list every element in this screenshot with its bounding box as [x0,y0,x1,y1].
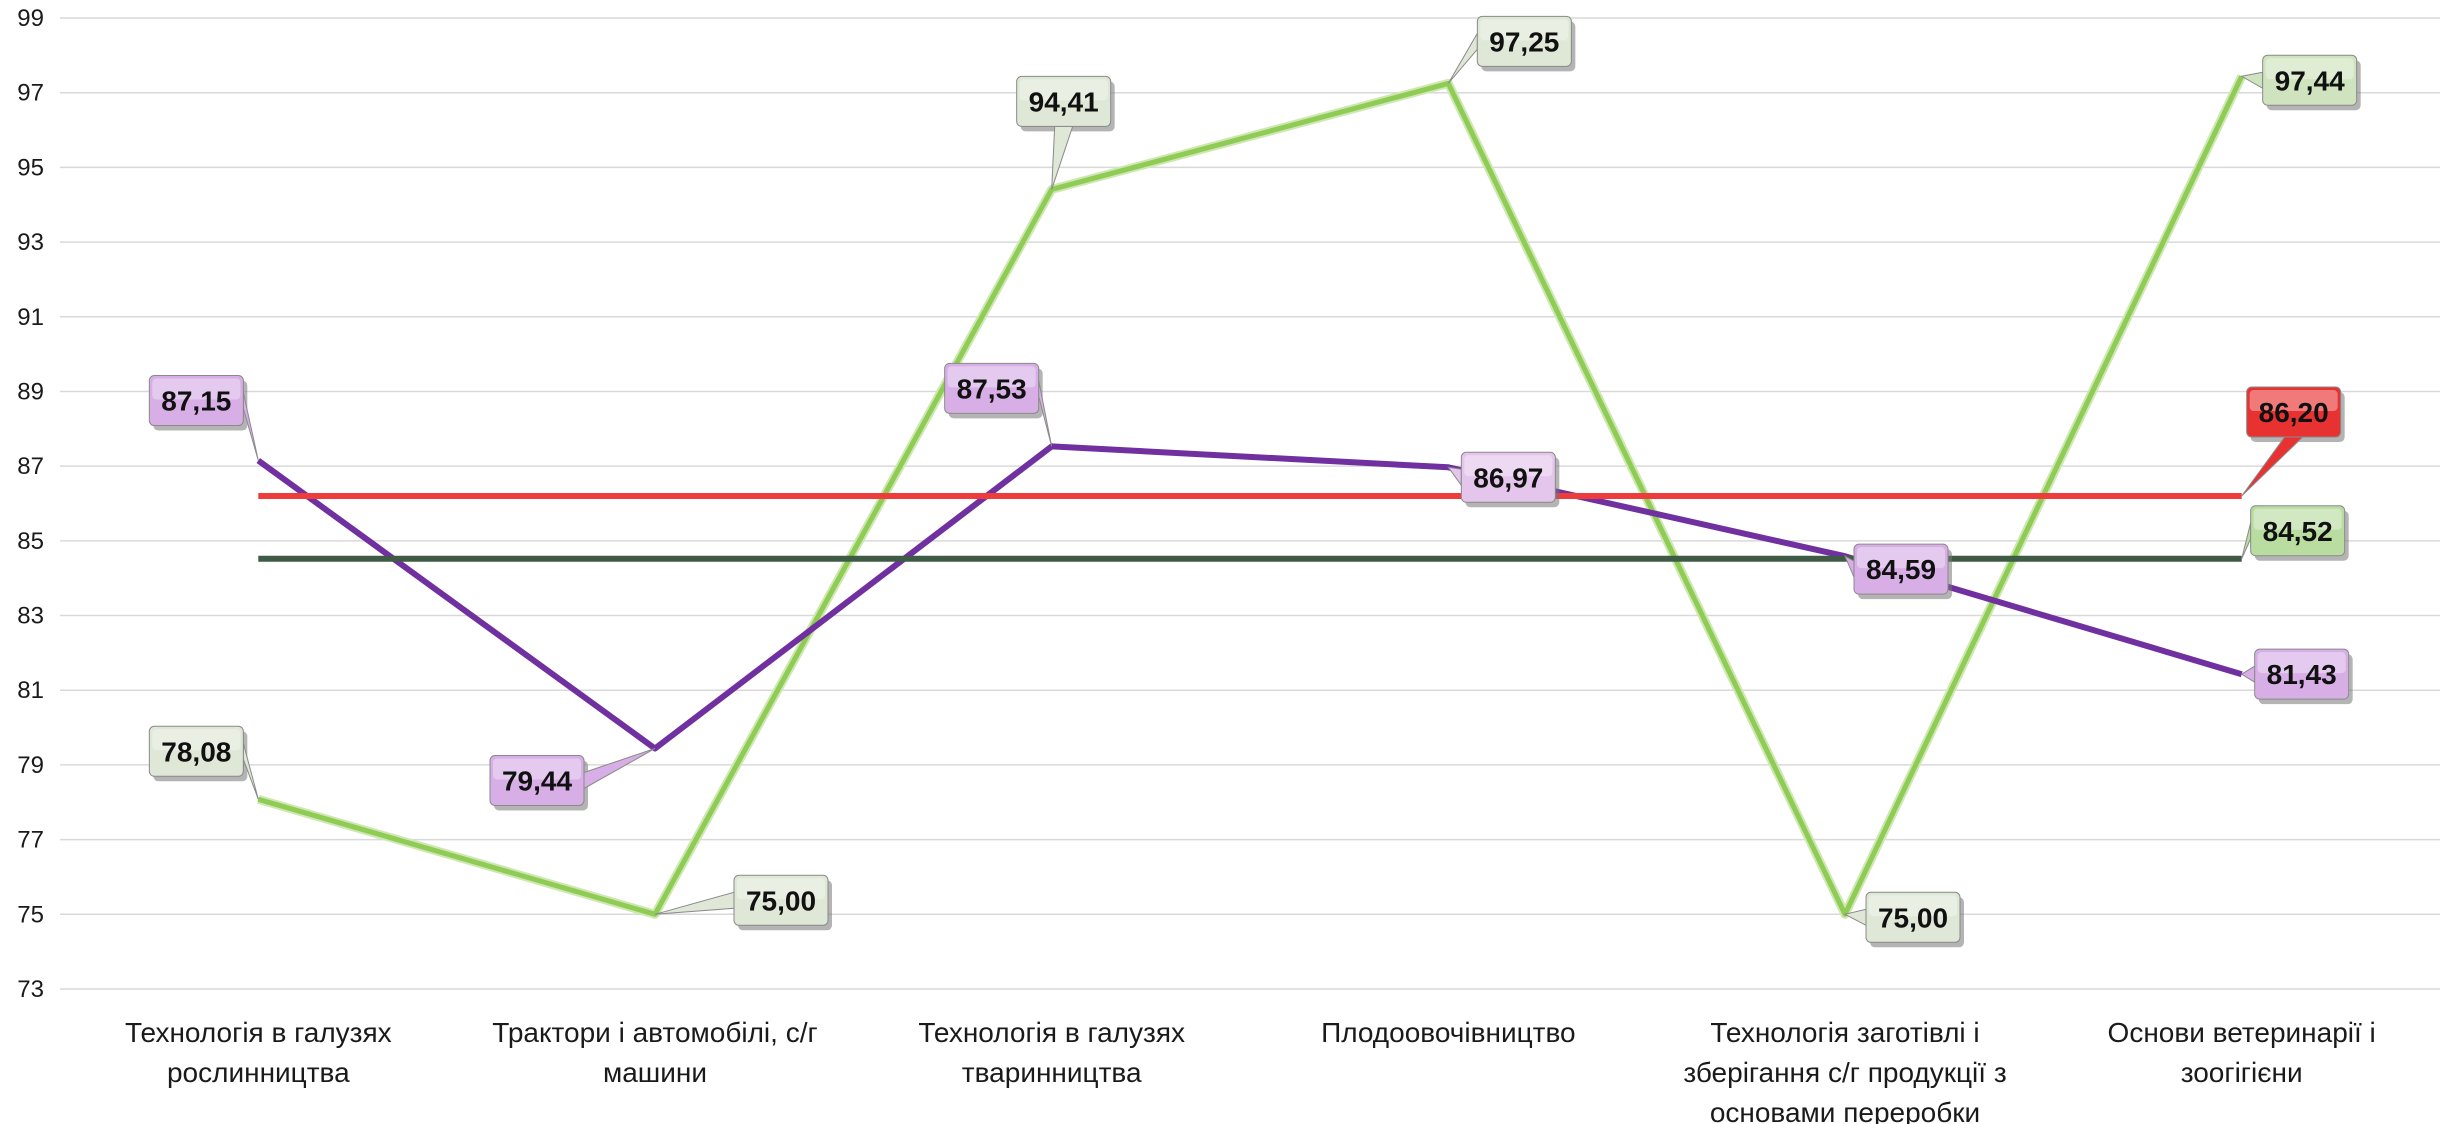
data-label: 84,59 [1843,543,1952,600]
y-tick-label: 93 [17,229,44,256]
data-label-highlight [2265,58,2354,80]
y-tick-label: 75 [17,901,44,928]
data-label-text: 84,59 [1866,554,1936,585]
data-label-text: 86,20 [2259,397,2329,428]
data-label: 79,44 [489,748,656,811]
series-line [257,75,2244,917]
y-tick-label: 99 [17,5,44,32]
data-label-box [1476,15,1572,67]
data-label: 97,44 [2240,54,2361,111]
y-tick-label: 97 [17,80,44,107]
data-label-highlight [1857,547,1945,569]
data-label-box [733,874,829,926]
data-label-text: 75,00 [746,885,816,916]
x-tick-label: Трактори і автомобілі, с/г [492,1017,817,1048]
data-label-box [2250,505,2346,557]
data-label-box [2246,386,2342,438]
x-tick-label: Технологія в галузях [918,1017,1185,1048]
data-label-box [1460,451,1556,503]
x-tick-label: зберігання с/г продукції з [1683,1057,2006,1088]
y-tick-label: 81 [17,677,44,704]
data-label-text: 87,15 [161,386,231,417]
x-tick-label: рослинництва [167,1057,350,1088]
x-tick-label: Технологія заготівлі і [1710,1017,1979,1048]
data-label-text: 97,25 [1489,26,1559,57]
x-tick-label: тваринництва [962,1057,1142,1088]
y-tick-label: 83 [17,603,44,630]
data-label-highlight [2249,390,2338,412]
x-tick-label: Основи ветеринарії і [2108,1017,2376,1048]
y-tick-label: 79 [17,752,44,779]
data-label-highlight [152,729,241,751]
data-label-box [489,754,585,806]
data-label-pointer [1447,466,1462,487]
data-label-text: 84,52 [2263,516,2333,547]
data-label: 87,15 [148,375,259,461]
data-label-box [1865,891,1961,943]
data-label-box [1853,543,1949,595]
data-label-text: 87,53 [957,373,1027,404]
data-label: 86,97 [1447,451,1560,508]
gridlines [60,17,2440,990]
data-label-highlight [1019,79,1108,101]
data-label-box [148,725,244,777]
x-tick-label: машини [603,1057,707,1088]
data-label-text: 75,00 [1878,902,1948,933]
data-label-box [148,375,244,427]
data-label-text: 86,97 [1473,462,1543,493]
y-tick-label: 73 [17,976,44,1003]
data-label: 81,43 [2240,648,2353,705]
data-label-highlight [2257,652,2346,674]
x-tick-label: зоогігієни [2181,1057,2303,1088]
data-label-box [2254,648,2350,700]
data-label-box [944,362,1040,414]
data-label: 94,41 [1016,75,1115,190]
data-label-highlight [1869,895,1957,917]
data-label-pointer [2240,665,2256,684]
data-label-box [2262,54,2358,106]
x-tick-label: основами переробки [1710,1097,1980,1124]
data-label: 87,53 [944,362,1053,447]
y-tick-label: 77 [17,827,44,854]
data-label-highlight [737,878,825,900]
y-tick-label: 91 [17,304,44,331]
data-label-highlight [152,378,241,400]
data-label-pointer [1051,125,1074,190]
data-label: 84,52 [2241,505,2349,561]
data-label-pointer [1447,31,1478,84]
x-axis-ticks: Технологія в галузях рослинництва Трактори… [125,1017,2376,1124]
data-label-highlight [947,366,1036,388]
y-tick-label: 95 [17,154,44,181]
y-tick-label: 89 [17,378,44,405]
data-label: 97,25 [1447,15,1576,84]
data-label: 75,00 [654,874,832,931]
data-label-text: 94,41 [1029,86,1099,117]
y-tick-label: 85 [17,528,44,555]
data-label-pointer [2240,71,2264,90]
data-label-box [1016,75,1112,127]
data-label-text: 81,43 [2267,659,2337,690]
x-tick-label: Плодоовочівництво [1321,1017,1576,1048]
data-label-highlight [1464,455,1553,477]
data-label-text: 97,44 [2275,65,2345,96]
data-label-highlight [493,758,581,780]
data-label: 86,20 [2241,386,2345,497]
data-label-highlight [2253,508,2342,530]
data-labels: 78,08 75,00 94,41 97,25 75,00 97,44 87,15 79,44… [148,15,2361,948]
data-label-text: 78,08 [161,736,231,767]
y-axis-ticks: 73 75 77 79 81 83 85 87 89 91 93 95 97 99 [17,5,44,1003]
data-label-text: 79,44 [502,765,572,796]
y-tick-label: 87 [17,453,44,480]
x-tick-label: Технологія в галузях [125,1017,392,1048]
data-label-highlight [1480,19,1569,41]
data-label: 75,00 [1843,891,1964,948]
data-label-pointer [583,748,656,790]
data-label: 78,08 [148,725,259,800]
